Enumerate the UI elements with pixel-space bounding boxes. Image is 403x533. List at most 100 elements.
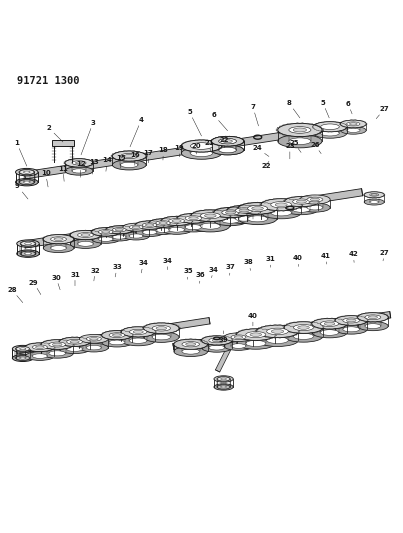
Ellipse shape xyxy=(79,343,108,352)
Ellipse shape xyxy=(120,154,138,159)
Text: 36: 36 xyxy=(196,272,206,284)
Ellipse shape xyxy=(321,124,339,130)
Ellipse shape xyxy=(293,207,310,212)
Ellipse shape xyxy=(368,316,378,319)
Ellipse shape xyxy=(16,168,38,176)
Ellipse shape xyxy=(135,228,164,237)
Ellipse shape xyxy=(222,210,239,215)
Ellipse shape xyxy=(289,138,311,144)
Ellipse shape xyxy=(343,327,359,332)
Ellipse shape xyxy=(300,195,330,204)
Ellipse shape xyxy=(102,330,132,340)
Ellipse shape xyxy=(267,328,288,335)
Ellipse shape xyxy=(227,213,261,223)
Ellipse shape xyxy=(237,338,275,349)
Ellipse shape xyxy=(17,250,39,257)
Ellipse shape xyxy=(209,338,225,343)
Ellipse shape xyxy=(246,332,266,337)
Ellipse shape xyxy=(41,340,73,349)
Polygon shape xyxy=(16,318,210,354)
Text: 5: 5 xyxy=(320,100,329,118)
Ellipse shape xyxy=(217,385,231,389)
Ellipse shape xyxy=(112,151,146,161)
Ellipse shape xyxy=(43,235,74,244)
Ellipse shape xyxy=(219,148,237,152)
Ellipse shape xyxy=(132,226,140,228)
Ellipse shape xyxy=(120,162,138,167)
Text: 6: 6 xyxy=(211,112,228,131)
Ellipse shape xyxy=(219,139,237,144)
Ellipse shape xyxy=(296,200,306,203)
Ellipse shape xyxy=(227,205,261,215)
Ellipse shape xyxy=(102,231,110,233)
Text: 14: 14 xyxy=(102,157,112,171)
Ellipse shape xyxy=(231,335,246,340)
Text: 91721 1300: 91721 1300 xyxy=(17,76,79,86)
Ellipse shape xyxy=(86,336,102,341)
Ellipse shape xyxy=(200,223,220,229)
Polygon shape xyxy=(173,311,391,350)
Ellipse shape xyxy=(133,330,143,333)
Text: 38: 38 xyxy=(244,260,254,271)
Ellipse shape xyxy=(70,230,101,240)
Text: 41: 41 xyxy=(321,253,331,264)
Ellipse shape xyxy=(20,348,26,350)
Ellipse shape xyxy=(145,224,154,227)
Ellipse shape xyxy=(65,167,93,175)
Ellipse shape xyxy=(271,329,284,333)
Ellipse shape xyxy=(169,219,185,223)
Ellipse shape xyxy=(159,222,167,224)
Ellipse shape xyxy=(17,240,39,247)
Ellipse shape xyxy=(89,337,98,340)
Text: 11: 11 xyxy=(58,166,68,181)
Ellipse shape xyxy=(49,342,66,347)
Text: 39: 39 xyxy=(219,331,229,343)
Ellipse shape xyxy=(293,128,307,132)
Ellipse shape xyxy=(20,241,36,246)
Ellipse shape xyxy=(186,343,196,346)
Ellipse shape xyxy=(285,197,318,207)
Text: 7: 7 xyxy=(251,104,259,126)
Ellipse shape xyxy=(212,339,221,342)
Ellipse shape xyxy=(79,334,108,343)
Ellipse shape xyxy=(70,341,79,343)
Ellipse shape xyxy=(364,199,384,205)
Ellipse shape xyxy=(235,216,253,221)
Ellipse shape xyxy=(212,136,244,146)
Polygon shape xyxy=(216,346,232,372)
Ellipse shape xyxy=(92,228,120,236)
Ellipse shape xyxy=(324,322,335,325)
Ellipse shape xyxy=(191,210,230,222)
Ellipse shape xyxy=(98,230,113,234)
Ellipse shape xyxy=(231,344,246,348)
Ellipse shape xyxy=(19,180,34,184)
Ellipse shape xyxy=(92,235,120,244)
Ellipse shape xyxy=(35,346,44,349)
Ellipse shape xyxy=(15,356,30,360)
Ellipse shape xyxy=(271,209,292,216)
Ellipse shape xyxy=(250,333,262,336)
Ellipse shape xyxy=(370,193,379,196)
Text: 33: 33 xyxy=(112,264,122,277)
Ellipse shape xyxy=(174,339,208,349)
Ellipse shape xyxy=(347,319,356,322)
Ellipse shape xyxy=(16,179,38,186)
Ellipse shape xyxy=(78,241,93,246)
Ellipse shape xyxy=(16,356,29,360)
Text: 22: 22 xyxy=(261,161,270,169)
Ellipse shape xyxy=(293,333,314,340)
Ellipse shape xyxy=(293,199,310,204)
Ellipse shape xyxy=(59,337,90,346)
Ellipse shape xyxy=(112,334,122,336)
Text: 35: 35 xyxy=(184,268,193,279)
Text: 6: 6 xyxy=(346,101,352,114)
Ellipse shape xyxy=(123,232,150,240)
Ellipse shape xyxy=(172,220,181,222)
Ellipse shape xyxy=(222,218,239,223)
Ellipse shape xyxy=(41,349,73,358)
Ellipse shape xyxy=(112,160,146,170)
Ellipse shape xyxy=(312,327,347,338)
Ellipse shape xyxy=(214,376,233,382)
Text: 34: 34 xyxy=(162,258,172,270)
Ellipse shape xyxy=(200,213,220,219)
